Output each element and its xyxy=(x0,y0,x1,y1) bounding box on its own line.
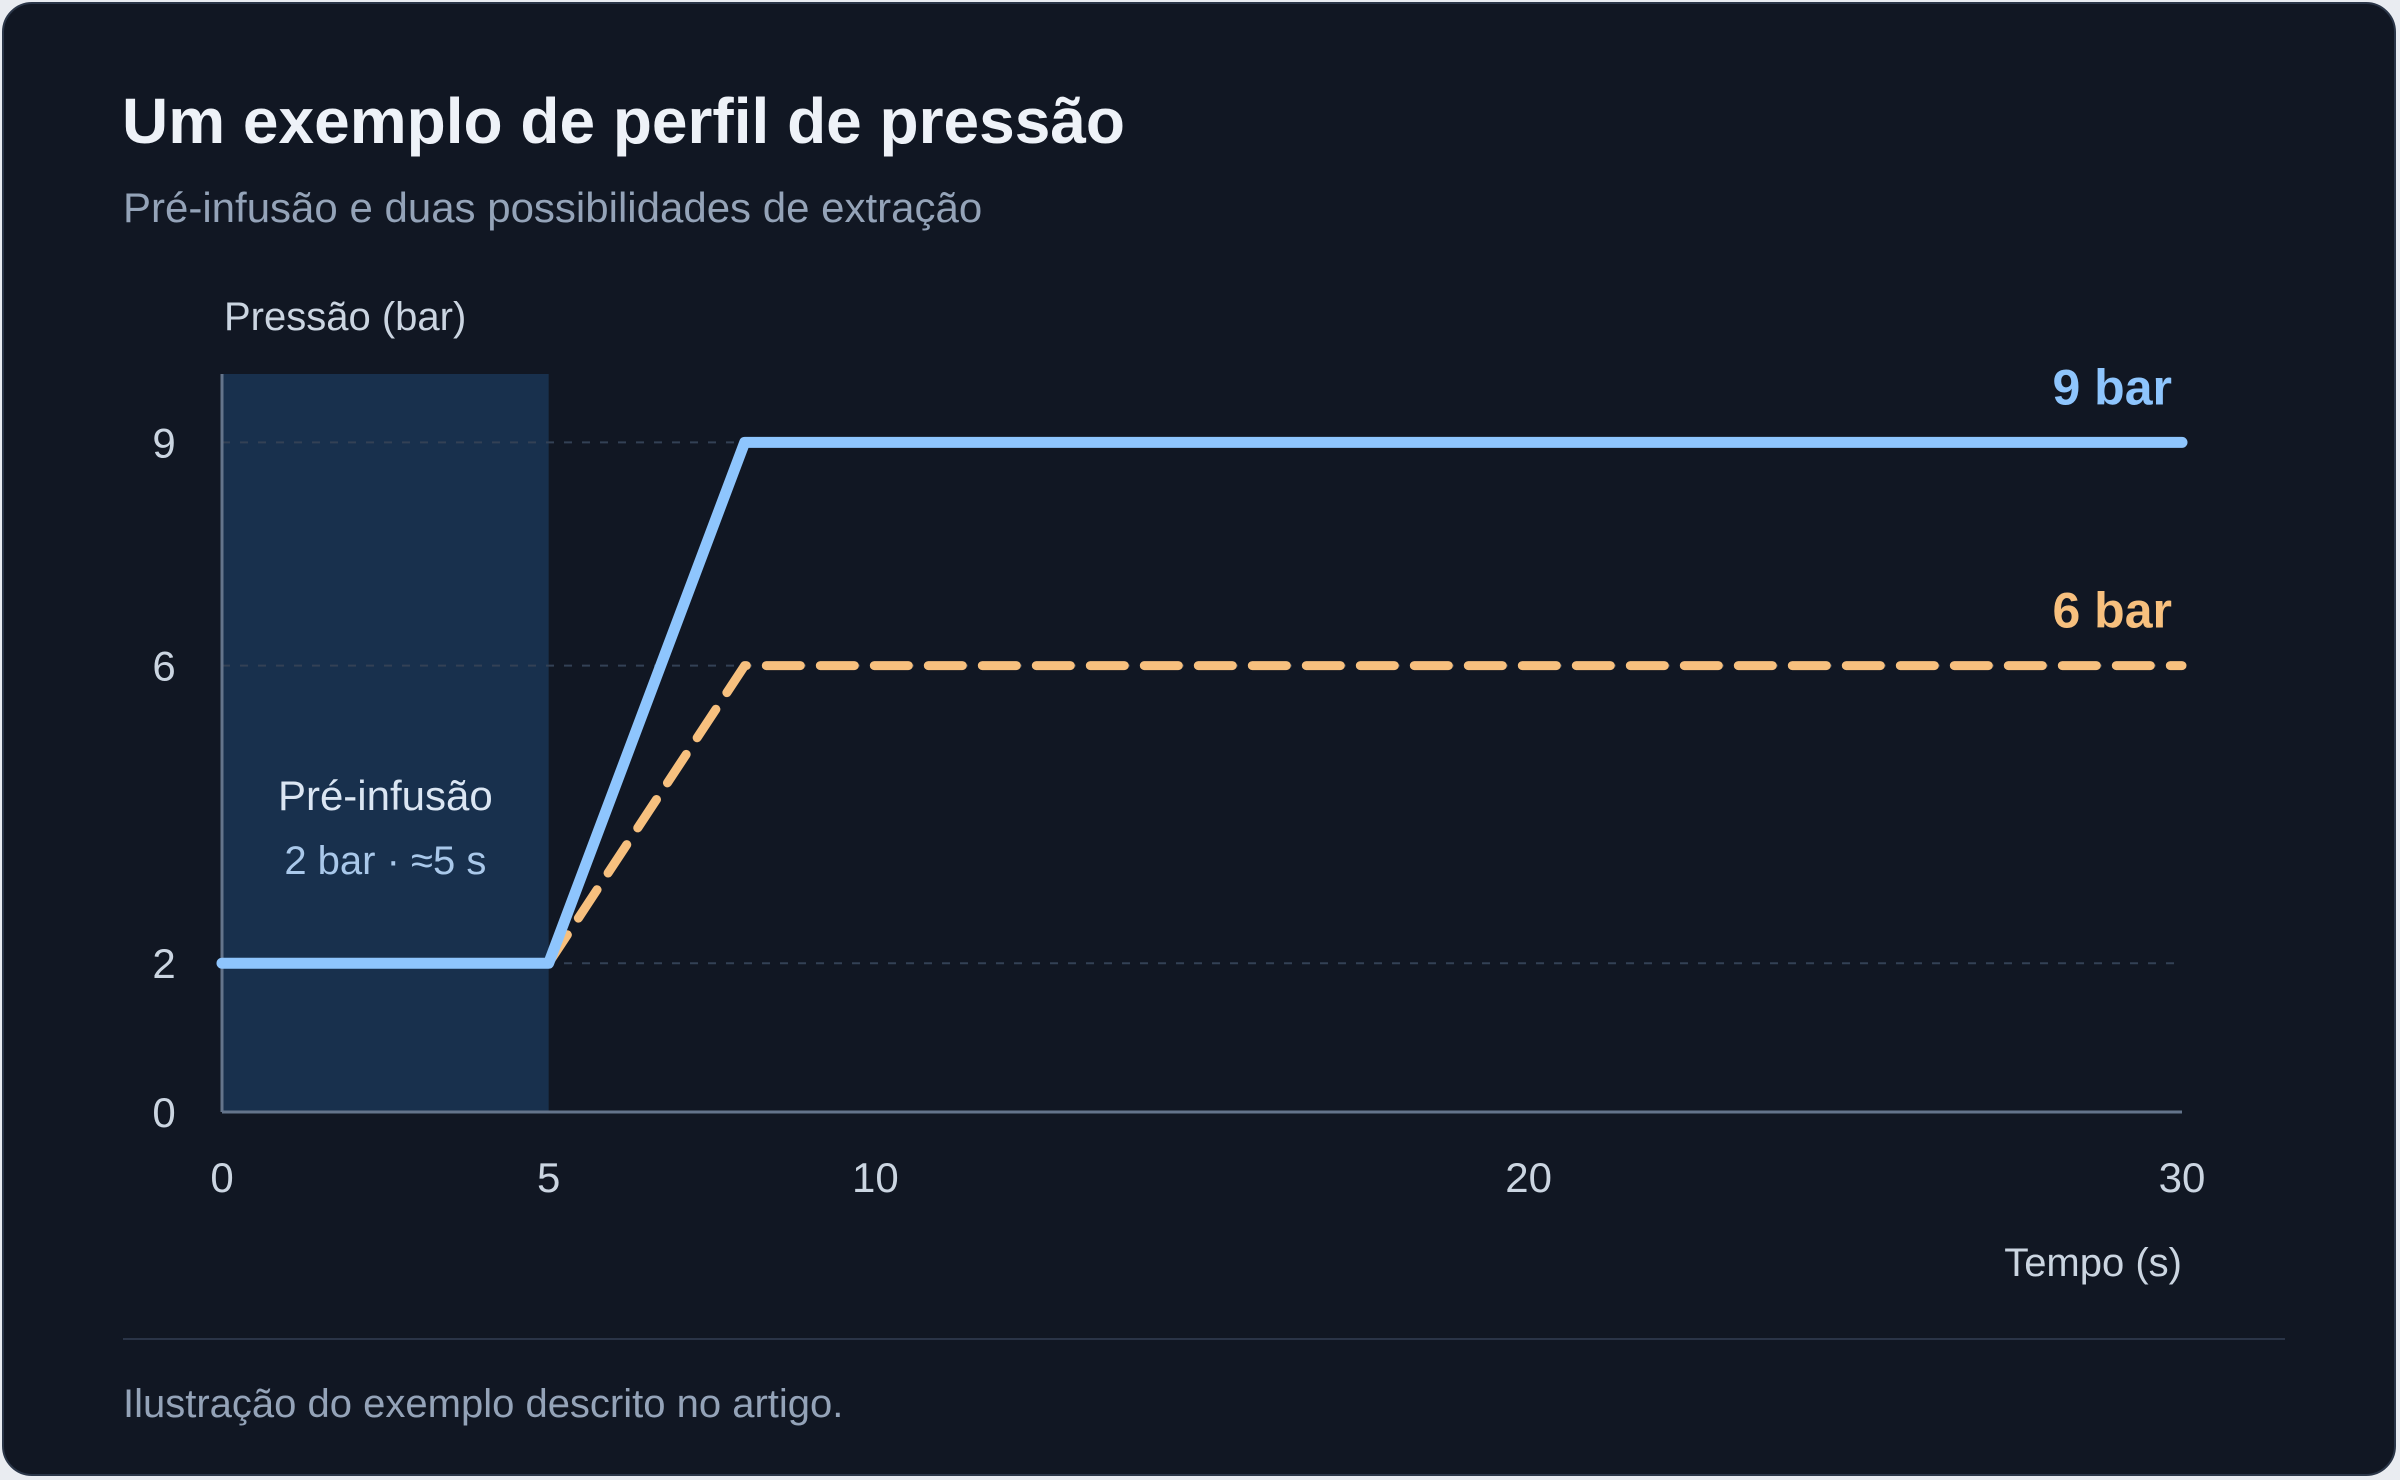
y-tick-label: 9 xyxy=(152,419,175,466)
series-6bar-line xyxy=(544,661,2187,968)
chart-title: Um exemplo de perfil de pressão xyxy=(122,85,1125,157)
y-tick-label: 6 xyxy=(152,643,175,690)
preinfusion-sublabel: 2 bar · ≈5 s xyxy=(284,839,486,883)
y-tick-label: 0 xyxy=(152,1089,175,1136)
series-6bar-label: 6 bar xyxy=(2052,583,2172,639)
x-tick-label: 20 xyxy=(1505,1154,1552,1201)
footnote: Ilustração do exemplo descrito no artigo… xyxy=(123,1382,844,1426)
y-tick-label: 2 xyxy=(152,940,175,987)
pressure-chart: 0 2 6 9 0 5 10 20 30 Pressão (bar) Tempo (s) Pr… xyxy=(152,295,2205,1285)
x-tick-labels: 0 5 10 20 30 xyxy=(210,1154,2205,1201)
x-tick-label: 30 xyxy=(2159,1154,2206,1201)
y-tick-labels: 0 2 6 9 xyxy=(152,419,175,1136)
preinfusion-region xyxy=(222,374,549,1112)
x-tick-label: 5 xyxy=(537,1154,560,1201)
chart-subtitle: Pré-infusão e duas possibilidades de ext… xyxy=(123,184,983,231)
x-axis-label: Tempo (s) xyxy=(2004,1241,2182,1285)
x-tick-label: 0 xyxy=(210,1154,233,1201)
footer-divider xyxy=(123,1338,2285,1340)
series-9bar-label: 9 bar xyxy=(2052,359,2172,415)
x-tick-label: 10 xyxy=(852,1154,899,1201)
preinfusion-label: Pré-infusão xyxy=(278,772,493,819)
series-9bar-line xyxy=(216,436,2188,969)
y-axis-label: Pressão (bar) xyxy=(224,295,466,339)
